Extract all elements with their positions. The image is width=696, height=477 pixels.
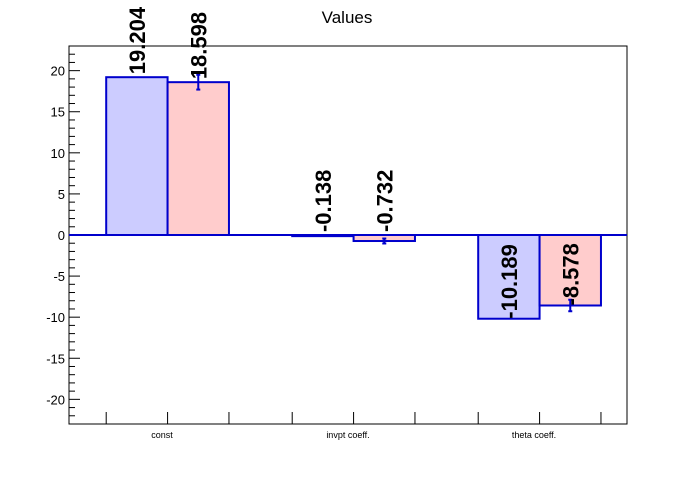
y-tick-label: 15 xyxy=(51,105,65,120)
bar xyxy=(166,81,230,236)
bars xyxy=(69,73,627,320)
x-category-label: const xyxy=(151,430,173,440)
bar xyxy=(105,76,169,236)
y-tick-label: -10 xyxy=(46,310,65,325)
bar-value-label: -10.189 xyxy=(497,244,522,319)
y-tick-label: 0 xyxy=(58,228,65,243)
y-tick-label: 20 xyxy=(51,64,65,79)
bar-value-label: 18.598 xyxy=(186,12,211,79)
bar-value-label: -0.138 xyxy=(311,170,336,232)
y-tick-label: 5 xyxy=(58,187,65,202)
x-category-label: invpt coeff. xyxy=(326,430,369,440)
bar-value-label: -8.578 xyxy=(558,243,583,305)
x-category-label: theta coeff. xyxy=(512,430,556,440)
bar-value-label: -0.732 xyxy=(372,170,397,232)
axes: -20 -15 -10 -5 0 5 10 15 20 const invpt coeff. thet… xyxy=(46,45,628,440)
bar xyxy=(538,234,602,307)
value-labels: 19.204 -0.138 -10.189 18.598 -0.732 -8.578 xyxy=(125,6,583,319)
chart-title: Values xyxy=(322,8,373,27)
y-tick-label: -20 xyxy=(46,392,65,407)
y-tick-label: -5 xyxy=(53,269,65,284)
bar-value-label: 19.204 xyxy=(125,6,150,74)
y-tick-label: 10 xyxy=(51,146,65,161)
y-tick-label: -15 xyxy=(46,351,65,366)
